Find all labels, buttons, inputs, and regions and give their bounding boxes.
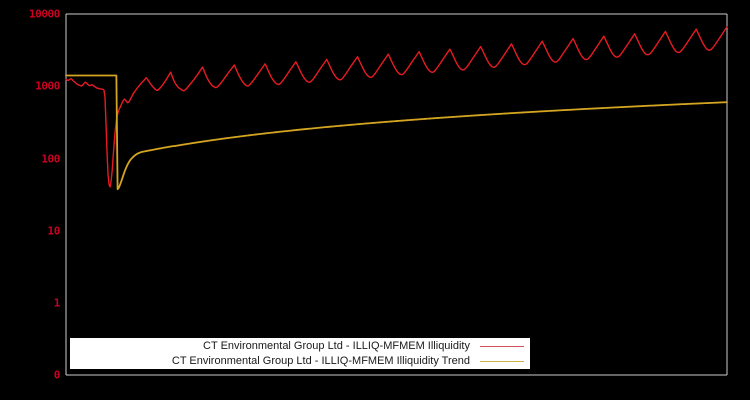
y-axis-tick-1000: 1000 xyxy=(35,79,60,93)
legend-label-illiquidity-trend: CT Environmental Group Ltd - ILLIQ-MFMEM… xyxy=(171,354,470,367)
legend-swatch-illiquidity xyxy=(480,345,524,347)
legend-label-illiquidity: CT Environmental Group Ltd - ILLIQ-MFMEM… xyxy=(203,339,470,352)
legend-entry-illiquidity-trend[interactable]: CT Environmental Group Ltd - ILLIQ-MFMEM… xyxy=(172,354,526,368)
y-axis-tick-labels: 10000 1000 100 10 1 0 xyxy=(0,0,61,400)
chart-legend[interactable]: CT Environmental Group Ltd - ILLIQ-MFMEM… xyxy=(70,338,530,369)
y-axis-tick-10: 10 xyxy=(47,224,61,238)
plot-series-group xyxy=(65,26,728,191)
y-axis-tick-0: 0 xyxy=(53,368,61,382)
series-line-0 xyxy=(65,26,728,188)
plot-axes xyxy=(65,13,728,376)
legend-swatch-illiquidity-trend xyxy=(480,360,524,362)
y-axis-tick-1: 1 xyxy=(53,296,61,310)
legend-entry-illiquidity[interactable]: CT Environmental Group Ltd - ILLIQ-MFMEM… xyxy=(203,339,526,353)
y-axis-tick-10000: 10000 xyxy=(28,7,61,21)
y-axis-tick-100: 100 xyxy=(41,152,60,166)
series-line-1 xyxy=(65,74,728,191)
